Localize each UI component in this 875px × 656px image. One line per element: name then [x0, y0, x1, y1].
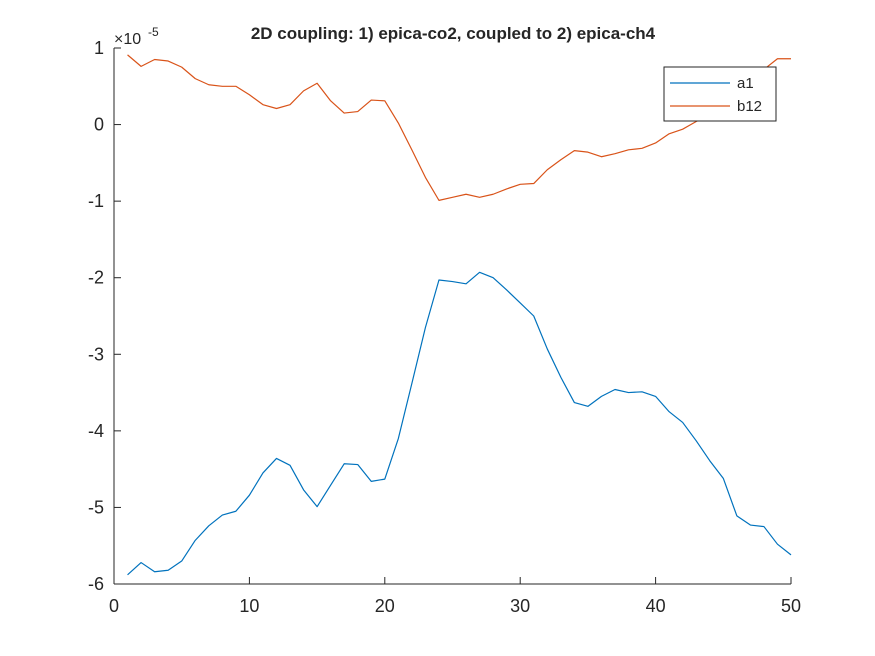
axes-layer	[113, 48, 791, 585]
y-exponent-power: -5	[148, 25, 159, 39]
series-line-a1	[127, 271, 792, 576]
y-tick-label--1: -1	[88, 191, 104, 211]
y-tick-label-1: 1	[94, 38, 104, 58]
series-points-a1	[127, 272, 792, 575]
x-tick-label-10: 10	[239, 596, 259, 616]
y-exponent-base: ×10	[114, 31, 141, 48]
series-layer	[127, 54, 792, 576]
ticks-layer: 0 10 20 30 40 50 -6 -5 -4 -3 -2 -1 0 1	[88, 38, 801, 616]
x-tick-label-40: 40	[646, 596, 666, 616]
plot-box	[114, 48, 791, 584]
y-tick-label--3: -3	[88, 344, 104, 364]
series-line-b12	[127, 54, 791, 201]
y-tick-label-0: 0	[94, 115, 104, 135]
y-tick-label--6: -6	[88, 574, 104, 594]
x-tick-label-30: 30	[510, 596, 530, 616]
series-points-b12	[127, 54, 792, 201]
chart-title: 2D coupling: 1) epica-co2, coupled to 2)…	[251, 24, 656, 43]
x-tick-label-0: 0	[109, 596, 119, 616]
legend-label-b12: b12	[737, 98, 762, 115]
y-exponent: ×10 -5	[114, 25, 159, 48]
y-tick-label--2: -2	[88, 268, 104, 288]
y-tick-label--4: -4	[88, 421, 104, 441]
legend-label-a1: a1	[737, 75, 754, 92]
y-tick-label--5: -5	[88, 497, 104, 517]
legend: a1 b12	[663, 66, 777, 122]
x-tick-label-20: 20	[375, 596, 395, 616]
legend-box	[663, 66, 777, 122]
plot-area	[114, 48, 791, 584]
x-tick-label-50: 50	[781, 596, 801, 616]
